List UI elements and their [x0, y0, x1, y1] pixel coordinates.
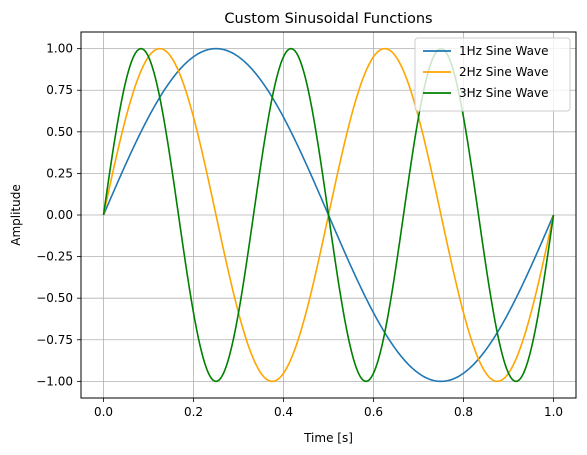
- x-tick-label: 1.0: [544, 405, 563, 419]
- legend-label: 1Hz Sine Wave: [459, 44, 548, 58]
- x-tick-label: 0.4: [274, 405, 293, 419]
- chart-title: Custom Sinusoidal Functions: [224, 11, 432, 27]
- x-axis-title: Time [s]: [303, 431, 353, 445]
- legend-label: 3Hz Sine Wave: [459, 86, 548, 100]
- y-tick-label: −0.25: [36, 250, 73, 264]
- y-tick-label: 1.00: [46, 42, 73, 56]
- series-lines: [102, 47, 555, 383]
- x-tick-label: 0.8: [454, 405, 473, 419]
- x-tick-label: 0.6: [364, 405, 383, 419]
- y-tick-label: 0.50: [46, 125, 73, 139]
- y-tick-label: 0.25: [46, 166, 73, 180]
- y-axis-title: Amplitude: [9, 184, 23, 246]
- axis-ticks: 0.0 0.2 0.4 0.6 0.8 1.0 −1.00 −0.75 −0.50 −0.25 0.…: [36, 42, 563, 419]
- legend-box: [414, 37, 571, 112]
- legend: 1Hz Sine Wave 2Hz Sine Wave 3Hz Sine Wave: [414, 37, 571, 112]
- y-tick-label: −1.00: [36, 374, 73, 388]
- y-tick-label: −0.75: [36, 333, 73, 347]
- series-line-3hz: [102, 47, 555, 383]
- y-tick-label: 0.75: [46, 83, 73, 97]
- x-tick-label: 0.2: [184, 405, 203, 419]
- legend-label: 2Hz Sine Wave: [459, 65, 548, 79]
- y-tick-label: 0.00: [46, 208, 73, 222]
- y-tick-label: −0.50: [36, 291, 73, 305]
- x-tick-label: 0.0: [94, 405, 113, 419]
